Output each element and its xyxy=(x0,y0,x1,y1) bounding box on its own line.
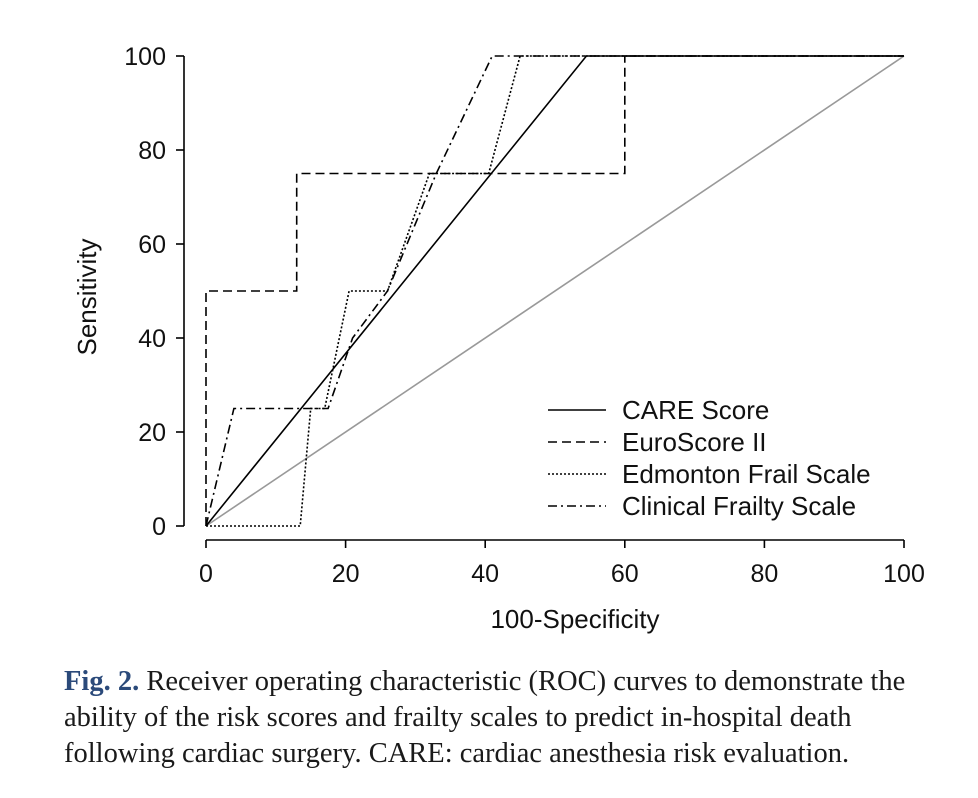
legend-label-clinical-frailty-scale: Clinical Frailty Scale xyxy=(622,491,856,521)
x-tick-label: 20 xyxy=(332,560,360,588)
y-tick-label: 60 xyxy=(138,231,166,259)
figure-caption: Fig. 2. Receiver operating characteristi… xyxy=(64,664,944,772)
series-line-clinical-frailty-scale xyxy=(205,55,904,527)
caption-text: Receiver operating characteristic (ROC) … xyxy=(64,666,906,769)
series-line-euroscore-ii xyxy=(205,55,904,526)
series-line-edmonton-frail-scale xyxy=(206,55,904,527)
plot-area xyxy=(205,55,905,527)
y-axis-label: Sensitivity xyxy=(72,238,102,355)
y-tick-label: 100 xyxy=(124,43,166,71)
x-axis-label: 100-Specificity xyxy=(490,604,659,634)
reference-line xyxy=(205,55,905,527)
y-tick-label: 20 xyxy=(138,419,166,447)
legend-label-edmonton-frail-scale: Edmonton Frail Scale xyxy=(622,459,871,489)
y-tick-label: 80 xyxy=(138,137,166,165)
y-tick-label: 0 xyxy=(152,513,166,541)
roc-chart: 0 20 40 60 80 100 0 20 40 60 80 100 100-Specificity S… xyxy=(72,43,925,634)
x-tick-label: 60 xyxy=(611,560,639,588)
axes: 0 20 40 60 80 100 0 20 40 60 80 100 100-Specificity S… xyxy=(72,43,925,634)
legend-label-euroscore-ii: EuroScore II xyxy=(622,427,767,457)
x-tick-label: 0 xyxy=(199,560,213,588)
y-tick-label: 40 xyxy=(138,325,166,353)
x-tick-label: 40 xyxy=(471,560,499,588)
x-tick-label: 80 xyxy=(750,560,778,588)
caption-label: Fig. 2. xyxy=(64,666,140,697)
legend-label-care-score: CARE Score xyxy=(622,395,769,425)
x-tick-label: 100 xyxy=(883,560,925,588)
